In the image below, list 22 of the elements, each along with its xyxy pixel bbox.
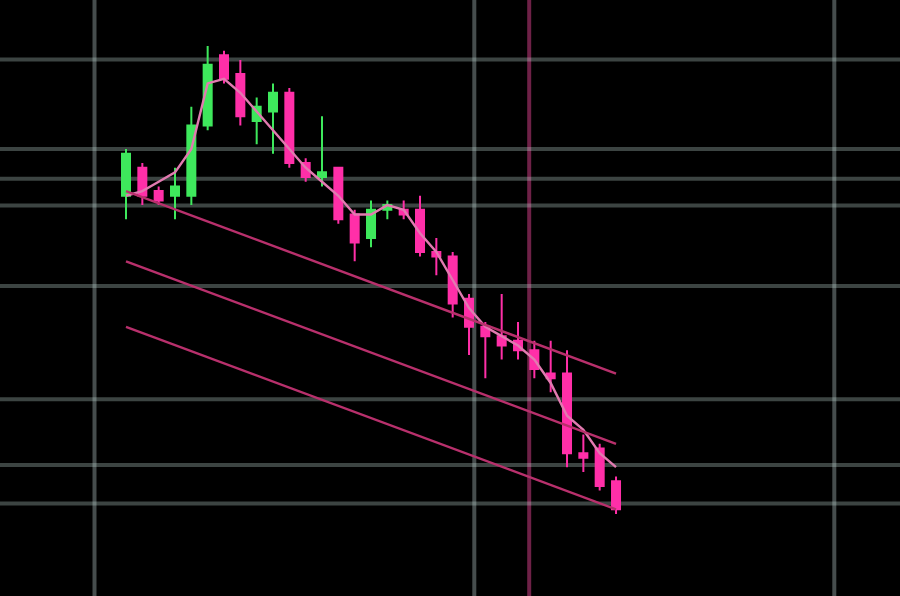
candlestick (284, 87, 295, 169)
candlestick (594, 442, 605, 492)
candlestick (415, 194, 426, 258)
candlestick (219, 49, 229, 85)
candlestick (153, 185, 164, 207)
candlestick (545, 339, 556, 394)
candlestick (496, 293, 507, 361)
candlestick (121, 147, 131, 221)
candlestick (268, 82, 278, 155)
candlestick (611, 475, 622, 515)
candlestick (317, 115, 327, 188)
candlestick (170, 166, 180, 221)
candlestick (480, 321, 491, 380)
candlestick (578, 433, 589, 473)
candlestick (235, 59, 246, 127)
candlestick (333, 166, 344, 225)
candlestick (447, 250, 458, 319)
candlestick (202, 45, 213, 132)
candlestick (186, 105, 197, 207)
candlestick (562, 349, 573, 469)
candlestick (349, 208, 360, 263)
candlestick (366, 199, 377, 249)
